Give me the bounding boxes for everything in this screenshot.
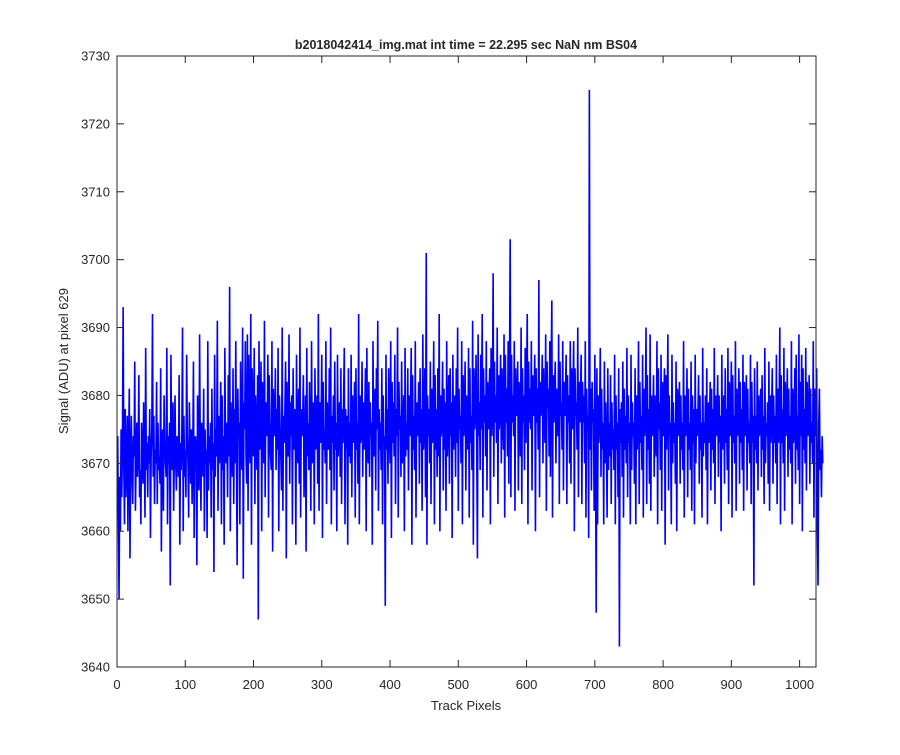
series-line-0: [116, 89, 824, 647]
y-axis-label: Signal (ADU) at pixel 629: [56, 288, 71, 434]
y-tick-label: 3650: [81, 592, 110, 607]
plot-area: [117, 56, 816, 667]
y-tick-label: 3640: [81, 660, 110, 675]
y-tick-label: 3710: [81, 184, 110, 199]
y-tick-label: 3670: [81, 456, 110, 471]
x-tick-label: 400: [379, 677, 401, 692]
series-layer: [116, 89, 824, 647]
y-tick-label: 3730: [81, 49, 110, 64]
x-tick-label: 800: [652, 677, 674, 692]
x-tick-label: 300: [311, 677, 333, 692]
x-tick-label: 900: [721, 677, 743, 692]
x-tick-label: 500: [447, 677, 469, 692]
y-axis-ticks: 3640 3650 3660 3670 3680 3690 3700 3710 3720 3730: [81, 49, 816, 675]
y-tick-label: 3720: [81, 116, 110, 131]
x-axis-ticks: 0 100 200 300 400 500 600 700 800 900 1000: [113, 56, 814, 692]
x-tick-label: 200: [243, 677, 265, 692]
x-tick-label: 600: [516, 677, 538, 692]
axes-box: [116, 55, 817, 668]
y-tick-label: 3700: [81, 252, 110, 267]
x-tick-label: 1000: [785, 677, 814, 692]
x-axis-label: Track Pixels: [431, 698, 502, 713]
y-tick-label: 3690: [81, 320, 110, 335]
chart-title: b2018042414_img.mat int time = 22.295 se…: [295, 38, 637, 52]
y-tick-label: 3660: [81, 524, 110, 539]
x-tick-label: 0: [113, 677, 120, 692]
x-tick-label: 100: [174, 677, 196, 692]
x-tick-label: 700: [584, 677, 606, 692]
y-tick-label: 3680: [81, 388, 110, 403]
